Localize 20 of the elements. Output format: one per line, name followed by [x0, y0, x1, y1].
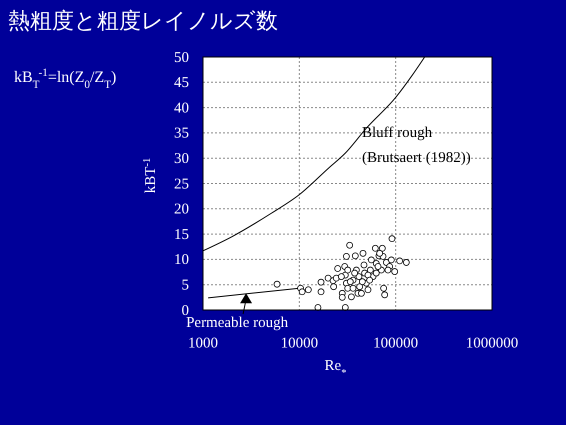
chart-title: 熱粗度と粗度レイノルズ数 — [8, 8, 278, 33]
annotation: (Brutsaert (1982)) — [362, 150, 471, 166]
annotation: Permeable rough — [186, 315, 289, 331]
x-tick-label: 1000 — [188, 336, 218, 352]
y-tick-label: 15 — [174, 226, 189, 243]
text: kB$_{T}$$^{-1}$=ln(Z$_{0}$/Z$_{T}$) — [14, 67, 116, 91]
y-tick-label: 5 — [182, 278, 189, 294]
y-tick-label: 20 — [174, 202, 189, 218]
y-tick-label: 30 — [174, 151, 189, 167]
y-tick-label: 50 — [174, 50, 189, 66]
y-tick-label: 10 — [174, 252, 189, 268]
x-tick-label: 1000000 — [466, 336, 518, 352]
y-tick-label: 45 — [174, 75, 189, 92]
annotation: Bluff rough — [362, 125, 433, 141]
y-tick-label: 25 — [174, 176, 189, 192]
y-tick-label: 40 — [174, 100, 189, 116]
x-tick-label: 100000 — [373, 336, 418, 352]
x-axis-title: Re$_{*}$ — [324, 358, 346, 378]
y-tick-label: 35 — [174, 126, 189, 142]
x-tick-label: 10000 — [280, 336, 318, 352]
